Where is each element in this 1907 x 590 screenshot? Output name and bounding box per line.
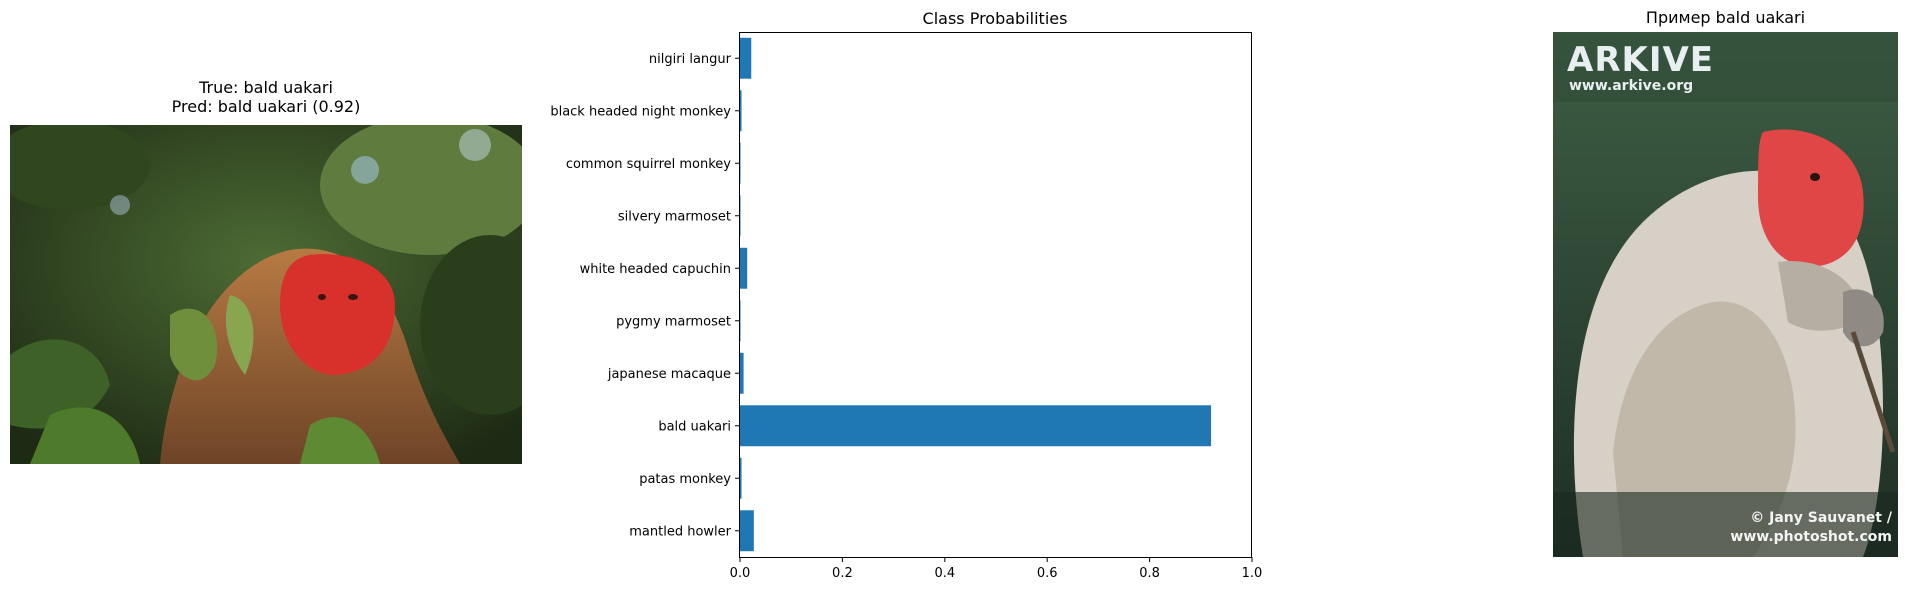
left-panel-title: True: bald uakari Pred: bald uakari (0.9… — [10, 78, 522, 116]
bar-white-headed-capuchin — [740, 247, 748, 289]
bar-patas-monkey — [740, 457, 742, 499]
bar-japanese-macaque — [740, 352, 744, 394]
x-tick-label: 1.0 — [1242, 566, 1263, 581]
y-tick-label: black headed night monkey — [550, 104, 731, 119]
plot-frame — [739, 32, 1252, 558]
uakari-example-illustration — [1553, 32, 1898, 557]
y-tick-label: pygmy marmoset — [616, 314, 731, 329]
bars-group — [740, 37, 1212, 552]
y-tick-label: silvery marmoset — [618, 209, 731, 224]
photo-credit-line1: © Jany Sauvanet / — [1750, 510, 1892, 526]
bar-bald-uakari — [740, 405, 1212, 447]
example-title: Пример bald uakari — [1645, 8, 1806, 27]
y-tick-labels: nilgiri langur black headed night monkey c… — [550, 52, 740, 539]
prediction-photo — [10, 125, 522, 464]
bar-black-headed-night-monkey — [740, 90, 742, 132]
bar-common-squirrel-monkey — [740, 142, 741, 184]
example-photo: ARKIVE www.arkive.org © Jany Sauvanet / … — [1553, 32, 1898, 557]
chart-title: Class Probabilities — [923, 9, 1068, 28]
bar-pygmy-marmoset — [740, 300, 741, 342]
uakari-photo-illustration — [10, 125, 522, 464]
y-tick-label: bald uakari — [658, 419, 731, 434]
x-tick-label: 0.0 — [730, 566, 751, 581]
y-tick-label: mantled howler — [629, 524, 731, 539]
true-label: True: bald uakari — [199, 78, 333, 97]
y-tick-label: common squirrel monkey — [566, 157, 731, 172]
y-tick-label: patas monkey — [639, 472, 731, 487]
x-tick-label: 0.4 — [934, 566, 955, 581]
x-tick-label: 0.2 — [832, 566, 853, 581]
bar-nilgiri-langur — [740, 37, 752, 79]
y-tick-label: nilgiri langur — [649, 52, 732, 67]
y-tick-label: japanese macaque — [607, 367, 731, 382]
photo-credit-line2: www.photoshot.com — [1730, 529, 1892, 545]
x-tick-labels: 0.0 0.2 0.4 0.6 0.8 1.0 — [730, 557, 1263, 581]
y-tick-label: white headed capuchin — [580, 262, 731, 277]
pred-label: Pred: bald uakari (0.92) — [171, 97, 361, 116]
arkive-url: www.arkive.org — [1569, 78, 1694, 94]
bar-mantled-howler — [740, 510, 754, 552]
arkive-logo: ARKIVE — [1567, 40, 1715, 80]
x-tick-label: 0.6 — [1037, 566, 1058, 581]
bar-silvery-marmoset — [740, 195, 741, 237]
x-tick-label: 0.8 — [1139, 566, 1160, 581]
